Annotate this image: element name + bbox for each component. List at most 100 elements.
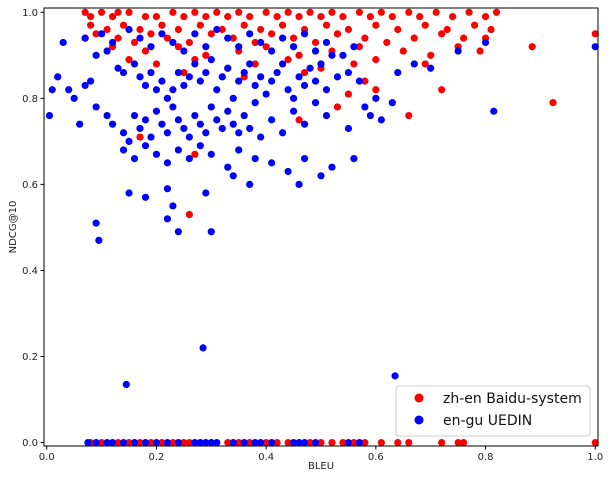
data-point-series0-69 xyxy=(361,34,369,42)
data-point-series1-39 xyxy=(268,77,276,85)
data-point-series1-138 xyxy=(202,189,210,197)
data-point-series1-11 xyxy=(103,47,111,55)
data-point-series0-133 xyxy=(339,438,347,447)
data-point-series1-178 xyxy=(268,438,276,447)
data-point-series1-156 xyxy=(199,344,207,352)
data-point-series1-60 xyxy=(147,43,155,51)
data-point-series0-122 xyxy=(180,438,188,447)
data-point-series0-59 xyxy=(147,30,155,38)
data-point-series1-126 xyxy=(207,150,215,158)
data-point-series1-143 xyxy=(169,202,177,210)
data-point-series1-171 xyxy=(202,438,210,447)
legend-marker-en-gu xyxy=(414,415,424,425)
data-point-series0-92 xyxy=(251,60,259,68)
data-point-series1-58 xyxy=(125,25,133,34)
data-point-series1-91 xyxy=(169,103,177,111)
data-point-series1-135 xyxy=(125,189,133,197)
data-point-series1-112 xyxy=(311,99,320,107)
data-point-series0-105 xyxy=(333,103,342,111)
data-point-series0-19 xyxy=(295,13,303,21)
data-point-series1-46 xyxy=(306,64,314,72)
data-point-series0-64 xyxy=(251,38,259,47)
data-point-series1-41 xyxy=(279,60,287,68)
data-point-series0-95 xyxy=(350,60,358,68)
plot-frame xyxy=(43,7,599,447)
data-point-series0-36 xyxy=(103,25,111,34)
data-point-series0-137 xyxy=(394,438,402,447)
data-point-series1-124 xyxy=(185,154,193,163)
data-point-series0-125 xyxy=(235,438,243,447)
data-point-series0-71 xyxy=(410,34,418,42)
data-point-series0-24 xyxy=(355,8,363,16)
data-point-series0-61 xyxy=(185,38,193,47)
data-point-series1-72 xyxy=(279,34,287,42)
y-tick-label-1: 0.2 xyxy=(22,352,38,363)
data-point-series1-14 xyxy=(130,60,139,68)
data-point-series1-162 xyxy=(108,438,117,447)
data-point-series1-47 xyxy=(311,77,320,85)
data-point-series0-110 xyxy=(185,210,193,219)
data-point-series1-158 xyxy=(391,372,399,380)
data-point-series1-92 xyxy=(174,116,182,124)
points-layer xyxy=(45,8,599,447)
data-point-series1-70 xyxy=(257,38,265,47)
data-point-series1-133 xyxy=(328,163,336,171)
data-point-series1-34 xyxy=(240,68,248,77)
data-point-series1-117 xyxy=(377,116,385,124)
data-point-series1-141 xyxy=(317,172,325,180)
data-point-series0-16 xyxy=(262,8,270,16)
data-point-series0-5 xyxy=(125,8,133,16)
data-point-series0-4 xyxy=(114,8,122,16)
data-point-series0-117 xyxy=(125,438,133,447)
data-point-series1-65 xyxy=(202,43,210,51)
data-point-series1-19 xyxy=(158,77,166,85)
data-point-series0-11 xyxy=(202,13,210,21)
data-point-series0-67 xyxy=(311,38,320,47)
data-point-series1-103 xyxy=(235,129,243,137)
legend-marker-zh-en xyxy=(414,393,424,403)
data-point-series1-168 xyxy=(174,438,182,447)
data-point-series1-88 xyxy=(152,107,161,115)
data-point-series1-125 xyxy=(196,142,204,150)
data-point-series0-72 xyxy=(438,30,446,38)
data-point-series0-85 xyxy=(427,51,435,59)
data-point-series0-20 xyxy=(306,8,314,16)
data-point-series0-141 xyxy=(460,438,468,447)
data-point-series0-136 xyxy=(377,438,385,447)
data-point-series0-33 xyxy=(481,13,490,21)
data-point-series1-33 xyxy=(235,77,243,85)
data-point-series0-0 xyxy=(81,8,89,16)
y-tick-label-3: 0.6 xyxy=(22,180,38,191)
data-point-series0-29 xyxy=(416,13,424,21)
data-point-series1-73 xyxy=(289,43,298,51)
data-point-series1-66 xyxy=(213,25,221,34)
data-point-series0-93 xyxy=(284,56,292,64)
data-point-series1-87 xyxy=(147,133,155,141)
data-point-series1-56 xyxy=(97,30,106,38)
data-point-series0-97 xyxy=(421,60,429,68)
data-point-series0-132 xyxy=(328,438,336,447)
data-point-series1-76 xyxy=(322,38,331,47)
data-point-series0-112 xyxy=(549,99,557,107)
data-point-series0-23 xyxy=(339,13,347,21)
data-point-series0-32 xyxy=(465,8,473,16)
data-point-series1-173 xyxy=(213,438,221,447)
data-point-series0-142 xyxy=(591,438,599,447)
data-point-series1-31 xyxy=(224,64,232,72)
data-point-series1-98 xyxy=(207,103,215,111)
data-point-series1-84 xyxy=(130,111,139,120)
data-point-series0-42 xyxy=(218,25,226,34)
data-point-series1-118 xyxy=(119,146,128,154)
data-point-series1-62 xyxy=(169,38,177,47)
data-point-series0-51 xyxy=(421,21,429,29)
data-point-series1-174 xyxy=(229,438,237,447)
data-point-series1-9 xyxy=(81,34,89,42)
data-point-series0-65 xyxy=(268,30,276,38)
data-point-series1-100 xyxy=(218,124,226,133)
data-point-series1-30 xyxy=(218,73,226,81)
data-point-series1-146 xyxy=(95,236,103,244)
data-point-series0-108 xyxy=(191,150,199,158)
data-point-series0-87 xyxy=(476,47,484,55)
data-point-series1-5 xyxy=(76,120,84,128)
data-point-series0-50 xyxy=(394,25,402,34)
